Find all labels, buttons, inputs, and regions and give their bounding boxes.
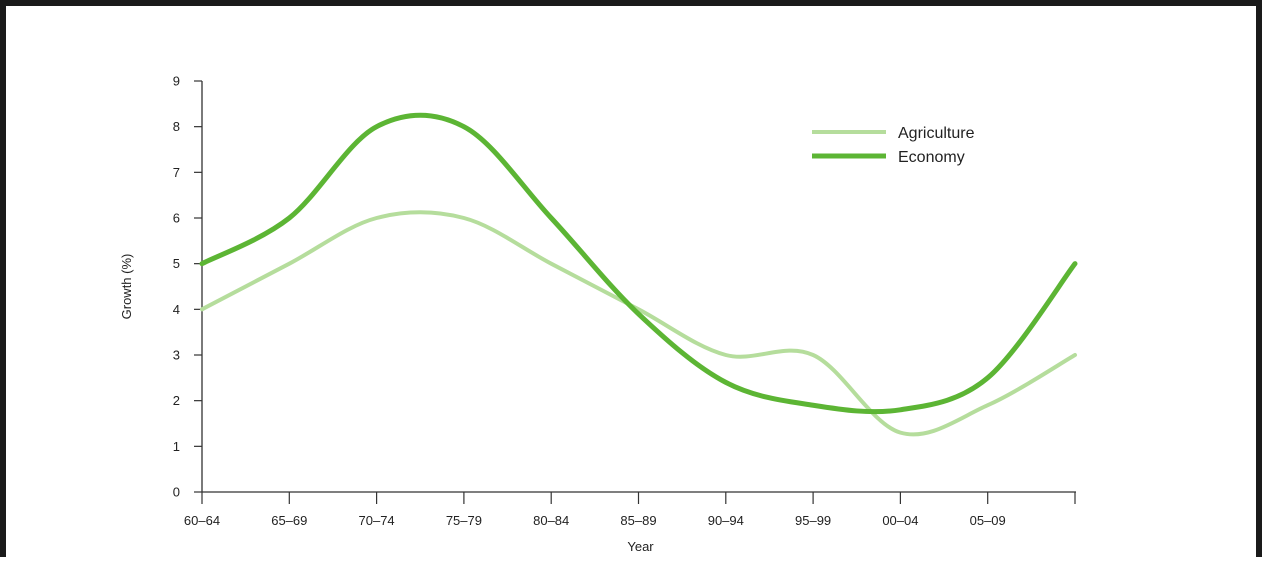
legend: Agriculture Economy: [812, 125, 975, 166]
x-tick-label: 00–04: [882, 513, 918, 528]
x-ticks: 60–64 65–69 70–74 75–79 80–84 85–89 90–94 95–99…: [184, 492, 1075, 528]
x-tick-label: 75–79: [446, 513, 482, 528]
y-axis-title: Growth (%): [119, 254, 134, 320]
x-tick-label: 95–99: [795, 513, 831, 528]
y-tick-label: 2: [173, 393, 180, 408]
y-tick-label: 1: [173, 439, 180, 454]
y-tick-label: 9: [173, 74, 180, 89]
y-tick-label: 3: [173, 348, 180, 363]
legend-label-agriculture: Agriculture: [898, 125, 975, 142]
x-axis-title: Year: [627, 539, 654, 554]
legend-label-economy: Economy: [898, 149, 965, 166]
y-tick-label: 4: [173, 302, 180, 317]
y-tick-label: 5: [173, 256, 180, 271]
x-tick-label: 65–69: [271, 513, 307, 528]
y-tick-label: 7: [173, 165, 180, 180]
x-tick-label: 85–89: [620, 513, 656, 528]
x-tick-label: 80–84: [533, 513, 569, 528]
x-tick-label: 60–64: [184, 513, 220, 528]
x-tick-label: 90–94: [708, 513, 744, 528]
y-tick-label: 6: [173, 211, 180, 226]
y-ticks: 0 1 2 3 4 5 6 7 8 9: [173, 74, 202, 500]
x-tick-label: 05–09: [970, 513, 1006, 528]
growth-line-chart: 0 1 2 3 4 5 6 7 8 9 60–64 65–69 70–74 75–79 80–84 85–8…: [6, 6, 1256, 563]
x-tick-label: 70–74: [359, 513, 395, 528]
y-tick-label: 0: [173, 485, 180, 500]
y-tick-label: 8: [173, 119, 180, 134]
